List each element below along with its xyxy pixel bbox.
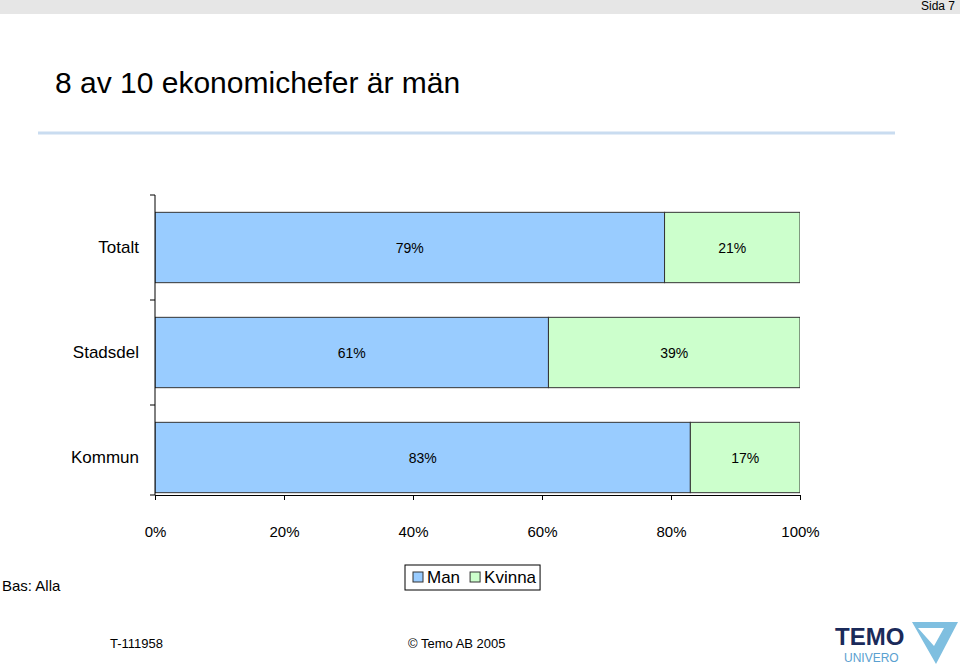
x-tick: 100% xyxy=(781,495,819,540)
bar-segment xyxy=(548,317,800,387)
data-label: 39% xyxy=(660,345,688,361)
x-tick: 60% xyxy=(527,495,557,540)
bar-segment xyxy=(155,212,665,282)
data-label: 21% xyxy=(718,240,746,256)
data-label: 83% xyxy=(409,450,437,466)
base-note: Bas: Alla xyxy=(2,577,61,594)
legend-swatch xyxy=(413,572,423,582)
page-header-strip xyxy=(0,0,960,14)
x-tick-label: 100% xyxy=(781,523,819,540)
logo-text: TEMO xyxy=(835,623,904,650)
data-label: 79% xyxy=(396,240,424,256)
x-tick: 0% xyxy=(145,495,167,540)
legend: Man Kvinna xyxy=(405,565,540,590)
data-label: 61% xyxy=(338,345,366,361)
category-label: Kommun xyxy=(71,448,139,467)
legend-label: Kvinna xyxy=(484,568,537,587)
bar-segment xyxy=(690,422,800,492)
logo-shape xyxy=(912,622,958,664)
x-axis: 0% 20% 40% 60% 80% 100% xyxy=(145,495,820,540)
legend-box xyxy=(405,565,540,590)
title: 8 av 10 ekonomichefer är män xyxy=(55,66,460,99)
y-separator xyxy=(150,405,155,406)
legend-item: Man xyxy=(413,568,460,587)
x-tick-mark xyxy=(284,495,285,500)
x-tick: 80% xyxy=(656,495,686,540)
chart: Sida 7 Bas: Alla T-111958 © Temo AB 2005 TEM… xyxy=(0,0,960,666)
category-label: Stadsdel xyxy=(73,343,139,362)
y-separator xyxy=(150,495,155,496)
bars xyxy=(155,212,800,492)
category-label: Totalt xyxy=(98,238,139,257)
x-tick: 40% xyxy=(398,495,428,540)
x-tick-label: 60% xyxy=(527,523,557,540)
title-rule xyxy=(38,132,895,135)
y-separator xyxy=(150,195,155,196)
x-tick: 20% xyxy=(269,495,299,540)
data-label: 17% xyxy=(731,450,759,466)
x-tick-label: 20% xyxy=(269,523,299,540)
logo-subtext: UNIVERO xyxy=(844,651,899,665)
bar-segment xyxy=(155,317,548,387)
y-tick: Totalt xyxy=(98,238,155,257)
copyright: © Temo AB 2005 xyxy=(408,636,506,651)
y-axis-line xyxy=(155,195,156,495)
x-tick-mark xyxy=(800,495,801,500)
x-tick-label: 80% xyxy=(656,523,686,540)
bar-segment xyxy=(665,212,800,282)
report-id: T-111958 xyxy=(110,636,163,651)
x-tick-label: 0% xyxy=(145,523,167,540)
bar-segment xyxy=(155,422,690,492)
legend-label: Man xyxy=(427,568,460,587)
x-tick-mark xyxy=(413,495,414,500)
y-separator xyxy=(150,300,155,301)
data-labels: 79% 61% 83% 21% 39% 17% xyxy=(338,240,759,466)
page-number: Sida 7 xyxy=(921,0,955,13)
x-axis-line xyxy=(156,496,801,501)
legend-swatch xyxy=(470,572,480,582)
x-tick-mark xyxy=(671,495,672,500)
x-tick-label: 40% xyxy=(398,523,428,540)
y-tick: Stadsdel xyxy=(73,343,155,362)
y-axis: Totalt Stadsdel Kommun xyxy=(71,195,155,495)
x-tick-mark xyxy=(542,495,543,500)
legend-item: Kvinna xyxy=(470,568,537,587)
x-tick-mark xyxy=(155,495,156,500)
y-tick: Kommun xyxy=(71,448,155,467)
